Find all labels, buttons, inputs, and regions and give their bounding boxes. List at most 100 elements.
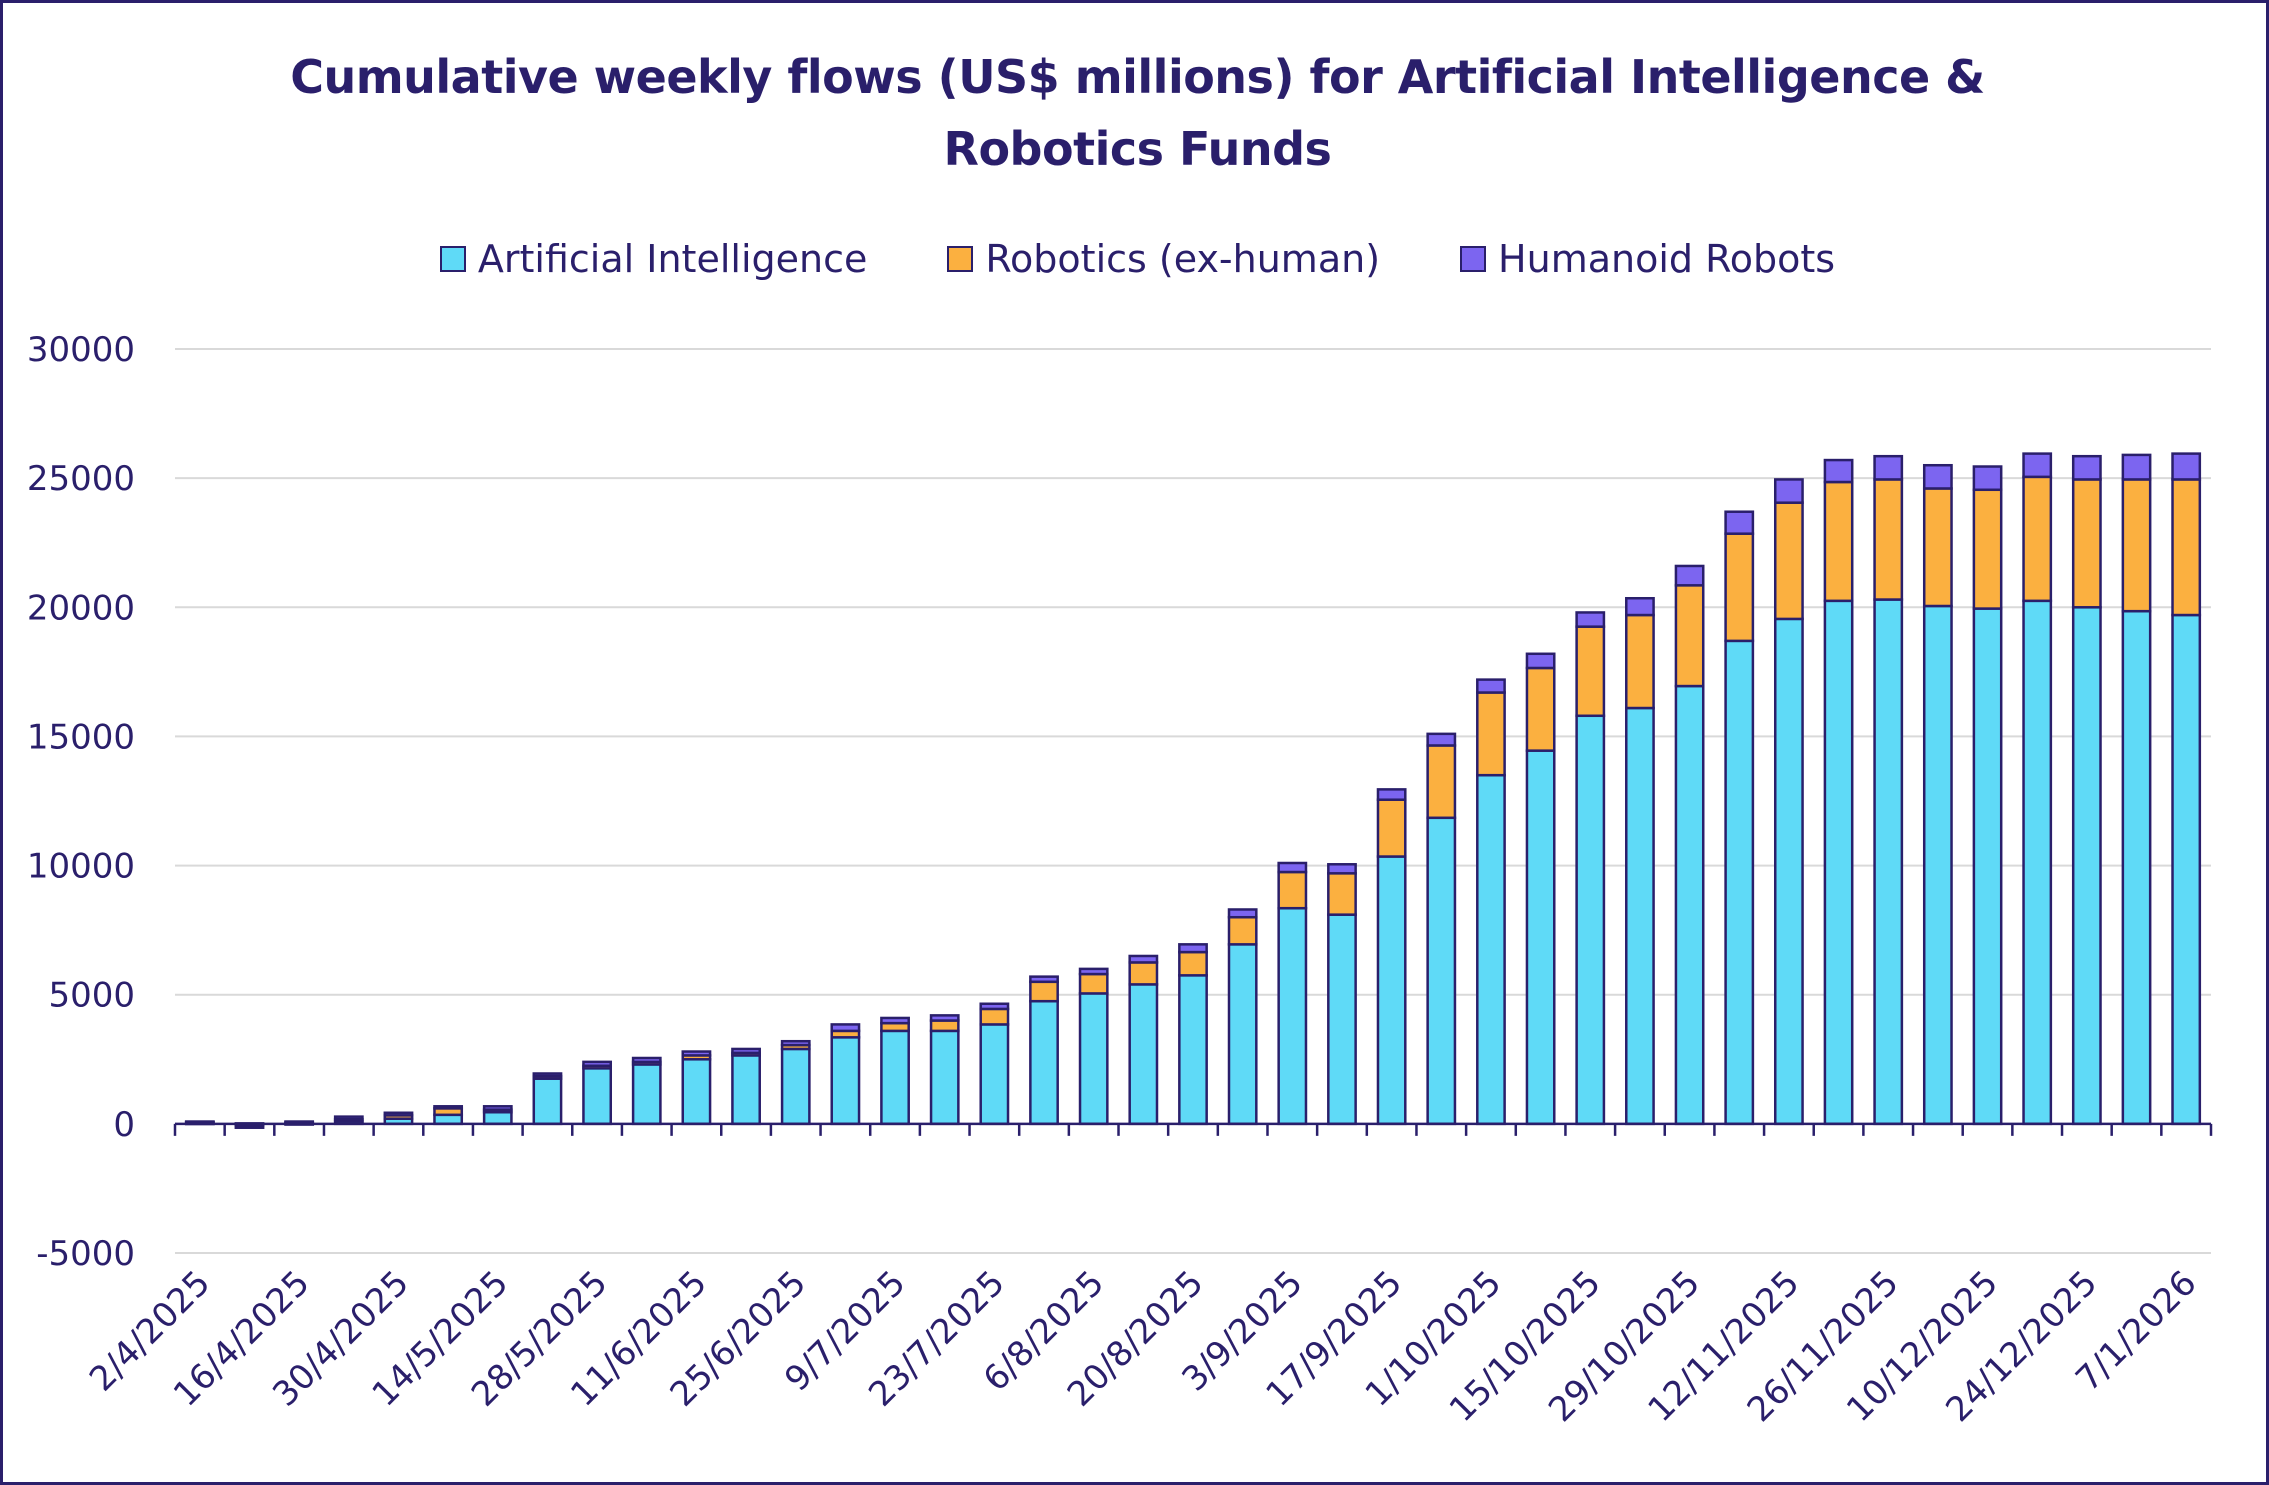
bar-robotics: [1078, 972, 1109, 995]
bar-ai: [2022, 599, 2053, 1126]
bar-humanoid: [681, 1050, 712, 1057]
bar-humanoid: [532, 1072, 563, 1078]
legend-swatch-ai: [439, 246, 466, 272]
bar-humanoid: [383, 1111, 414, 1117]
bar-ai: [1376, 855, 1407, 1126]
bar-ai: [1724, 639, 1755, 1126]
bar-humanoid: [1525, 652, 1556, 670]
legend-label-robotics: Robotics (ex-human): [985, 237, 1381, 281]
bar-ai: [929, 1029, 960, 1126]
bar-robotics: [2121, 478, 2152, 613]
bar-humanoid: [979, 1002, 1010, 1011]
bar-humanoid: [2121, 453, 2152, 481]
chart-plot-area: 30000 25000 20000 15000 10000 5000 0 -5000 2/4/…: [27, 330, 2213, 1430]
legend-swatch-humanoid: [1460, 246, 1487, 272]
bar-robotics: [1525, 666, 1556, 752]
bar-humanoid: [1029, 975, 1059, 984]
bar-robotics: [1376, 798, 1407, 858]
bar-robotics: [1575, 625, 1606, 718]
y-tick-label: 20000: [27, 588, 135, 628]
bar-ai: [532, 1077, 563, 1126]
bar-ai: [1674, 684, 1705, 1126]
bar-robotics: [1426, 744, 1457, 820]
bar-humanoid: [1476, 678, 1506, 694]
bar-humanoid: [880, 1016, 910, 1025]
bar-humanoid: [1426, 732, 1457, 747]
bar-robotics: [1873, 478, 1904, 601]
chart-title: Cumulative weekly flows (US$ millions) f…: [3, 41, 2269, 185]
y-tick-label: 15000: [27, 717, 135, 757]
bar-ai: [582, 1067, 613, 1126]
legend-swatch-robotics: [947, 246, 974, 272]
y-tick-label: 30000: [27, 330, 135, 370]
x-axis: [173, 1122, 2213, 1136]
y-tick-label: -5000: [36, 1234, 135, 1274]
chart-title-line-1: Cumulative weekly flows (US$ millions) f…: [290, 50, 1985, 104]
bar-ai: [1773, 617, 1804, 1126]
bar-ai: [1972, 607, 2003, 1126]
chart-legend: Artificial Intelligence Robotics (ex-hum…: [3, 231, 2269, 287]
bar-humanoid: [631, 1056, 662, 1064]
chart-title-line-2: Robotics Funds: [943, 122, 1332, 176]
bar-robotics: [1674, 584, 1705, 688]
bar-ai: [2121, 609, 2152, 1126]
bar-robotics: [1227, 915, 1258, 946]
bar-ai: [1873, 598, 1904, 1126]
x-axis-tick-labels: 2/4/202516/4/202530/4/202514/5/202528/5/…: [82, 1263, 2205, 1430]
bar-humanoid: [482, 1105, 513, 1111]
bar-ai: [731, 1054, 761, 1126]
y-tick-label: 10000: [27, 847, 135, 887]
bar-humanoid: [1376, 788, 1407, 801]
bar-ai: [2171, 613, 2202, 1126]
bar-ai: [1476, 773, 1506, 1126]
bar-robotics: [1476, 691, 1506, 777]
bar-ai: [880, 1029, 910, 1126]
bar-humanoid: [2022, 452, 2053, 479]
bar-ai: [631, 1063, 662, 1126]
bar-ai: [2071, 606, 2102, 1126]
bar-marks: [184, 452, 2202, 1129]
bar-ai: [433, 1113, 464, 1126]
bar-ai: [1625, 706, 1655, 1126]
bar-humanoid: [1277, 861, 1308, 874]
bar-robotics: [1327, 872, 1357, 916]
bar-ai: [1227, 943, 1258, 1126]
bar-humanoid: [1873, 454, 1904, 481]
bar-humanoid: [780, 1039, 811, 1047]
bar-humanoid: [1972, 465, 2003, 492]
bar-humanoid: [1773, 478, 1804, 504]
bar-ai: [1277, 906, 1308, 1126]
legend-item-humanoid: Humanoid Robots: [1460, 237, 1835, 281]
bar-humanoid: [929, 1014, 960, 1022]
bar-humanoid: [731, 1047, 761, 1055]
y-tick-label: 25000: [27, 459, 135, 499]
bar-humanoid: [1823, 458, 1854, 484]
bar-ai: [1823, 599, 1854, 1126]
y-axis-tick-labels: 30000 25000 20000 15000 10000 5000 0 -5000: [27, 330, 135, 1274]
bar-robotics: [1128, 961, 1159, 986]
bar-ai: [979, 1023, 1010, 1126]
y-tick-label: 0: [113, 1105, 135, 1145]
bar-humanoid: [582, 1060, 613, 1067]
bar-ai: [1426, 816, 1457, 1126]
bar-humanoid: [1674, 564, 1705, 587]
bar-humanoid: [333, 1115, 364, 1121]
bar-robotics: [1724, 532, 1755, 643]
legend-label-humanoid: Humanoid Robots: [1498, 237, 1836, 281]
bar-robotics: [1029, 980, 1059, 1003]
bar-ai: [1029, 999, 1059, 1126]
bar-humanoid: [1128, 954, 1159, 964]
bar-humanoid: [1327, 863, 1357, 875]
bar-humanoid: [1625, 596, 1655, 617]
bar-ai: [1525, 749, 1556, 1126]
bar-robotics: [2071, 478, 2102, 609]
bar-humanoid: [433, 1105, 464, 1110]
bar-humanoid: [2071, 454, 2102, 481]
bar-robotics: [2022, 475, 2053, 603]
bar-ai: [1575, 714, 1606, 1126]
bar-humanoid: [2171, 452, 2202, 481]
bar-humanoid: [1922, 463, 1953, 490]
bar-robotics: [1823, 480, 1854, 603]
bar-robotics: [979, 1007, 1010, 1026]
legend-label-ai: Artificial Intelligence: [477, 237, 868, 281]
